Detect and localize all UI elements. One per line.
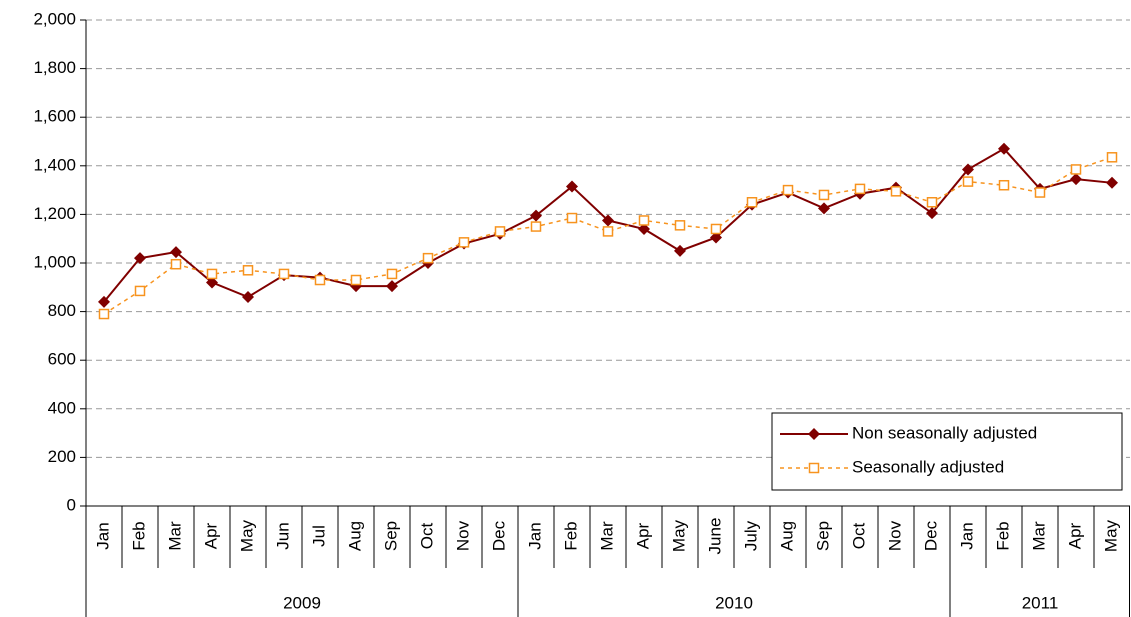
x-tick-label: May <box>669 519 688 552</box>
marker <box>170 246 182 259</box>
marker <box>1106 152 1118 163</box>
marker <box>242 265 254 276</box>
marker <box>134 285 146 297</box>
marker <box>278 268 290 280</box>
x-tick-label: Dec <box>489 520 508 551</box>
marker <box>746 197 758 208</box>
y-tick-label: 200 <box>48 447 76 466</box>
x-tick-label: Aug <box>777 521 796 551</box>
x-tick-label: Jan <box>525 522 544 549</box>
x-tick-label: June <box>705 518 724 555</box>
legend-marker <box>808 428 820 440</box>
y-tick-label: 2,000 <box>33 9 76 28</box>
group-label: 2010 <box>715 593 753 612</box>
legend-box <box>771 412 1123 491</box>
marker <box>926 197 938 208</box>
marker <box>314 274 326 286</box>
marker <box>818 202 830 215</box>
y-tick-label: 400 <box>48 398 76 417</box>
marker <box>926 207 938 220</box>
x-tick-label: Feb <box>561 521 580 550</box>
marker <box>98 295 110 308</box>
group-label: 2009 <box>283 593 321 612</box>
x-tick-label: May <box>237 519 256 552</box>
marker <box>638 215 650 226</box>
x-tick-label: Mar <box>1029 521 1048 551</box>
x-tick-label: Aug <box>345 521 364 551</box>
x-tick-label: Jan <box>93 522 112 549</box>
marker <box>386 268 398 280</box>
marker <box>854 183 866 195</box>
marker <box>566 180 578 193</box>
x-tick-label: May <box>1101 519 1120 552</box>
x-tick-label: Jul <box>309 525 328 547</box>
marker <box>998 179 1010 191</box>
group-label: 2011 <box>1022 593 1059 612</box>
marker <box>602 214 614 227</box>
x-tick-label: Feb <box>129 521 148 550</box>
marker <box>386 280 398 293</box>
marker <box>350 274 362 286</box>
x-tick-label: Jan <box>957 522 976 549</box>
x-tick-label: Dec <box>921 520 940 551</box>
x-tick-label: Feb <box>993 521 1012 550</box>
marker <box>134 252 146 265</box>
legend-label: Non seasonally adjusted <box>852 423 1037 442</box>
x-tick-label: Jun <box>273 522 292 549</box>
marker <box>1106 176 1118 189</box>
x-tick-label: Oct <box>849 523 868 550</box>
marker <box>494 226 506 237</box>
x-tick-label: Mar <box>597 521 616 551</box>
marker <box>818 189 830 201</box>
marker <box>710 231 722 244</box>
x-tick-label: Apr <box>201 522 220 549</box>
y-tick-label: 1,800 <box>33 58 76 77</box>
marker <box>530 221 542 232</box>
marker <box>206 276 218 289</box>
marker <box>638 222 650 235</box>
marker <box>998 142 1010 155</box>
marker <box>458 237 470 248</box>
marker <box>674 244 686 257</box>
x-tick-label: Sep <box>381 521 400 551</box>
y-tick-label: 1,200 <box>33 204 76 223</box>
marker <box>242 291 254 304</box>
marker <box>566 212 578 224</box>
marker <box>530 209 542 222</box>
marker <box>1070 164 1082 175</box>
x-tick-label: Apr <box>633 522 652 549</box>
y-tick-label: 1,600 <box>33 107 76 126</box>
x-tick-label: Oct <box>417 523 436 550</box>
marker <box>422 252 434 264</box>
y-tick-label: 1,400 <box>33 155 76 174</box>
y-tick-label: 800 <box>48 301 76 320</box>
marker <box>674 220 686 231</box>
legend-marker <box>808 462 820 474</box>
x-tick-label: Nov <box>885 520 904 551</box>
x-tick-label: July <box>741 520 760 551</box>
legend: Non seasonally adjusted Seasonally adjust… <box>771 412 1123 491</box>
x-tick-label: Sep <box>813 521 832 551</box>
marker <box>1034 187 1046 198</box>
marker <box>962 176 974 187</box>
y-tick-label: 0 <box>67 495 76 514</box>
marker <box>206 268 218 280</box>
marker <box>962 163 974 176</box>
marker <box>710 223 722 235</box>
series-line <box>103 156 1113 315</box>
marker <box>1070 173 1082 186</box>
marker <box>782 184 794 196</box>
marker <box>890 186 902 197</box>
x-tick-label: Mar <box>165 521 184 551</box>
marker <box>98 308 110 320</box>
marker <box>170 258 182 270</box>
x-tick-label: Apr <box>1065 522 1084 549</box>
marker <box>602 226 614 237</box>
legend-label: Seasonally adjusted <box>852 457 1004 476</box>
y-tick-label: 1,000 <box>33 252 76 271</box>
y-tick-label: 600 <box>48 350 76 369</box>
x-tick-label: Nov <box>453 520 472 551</box>
